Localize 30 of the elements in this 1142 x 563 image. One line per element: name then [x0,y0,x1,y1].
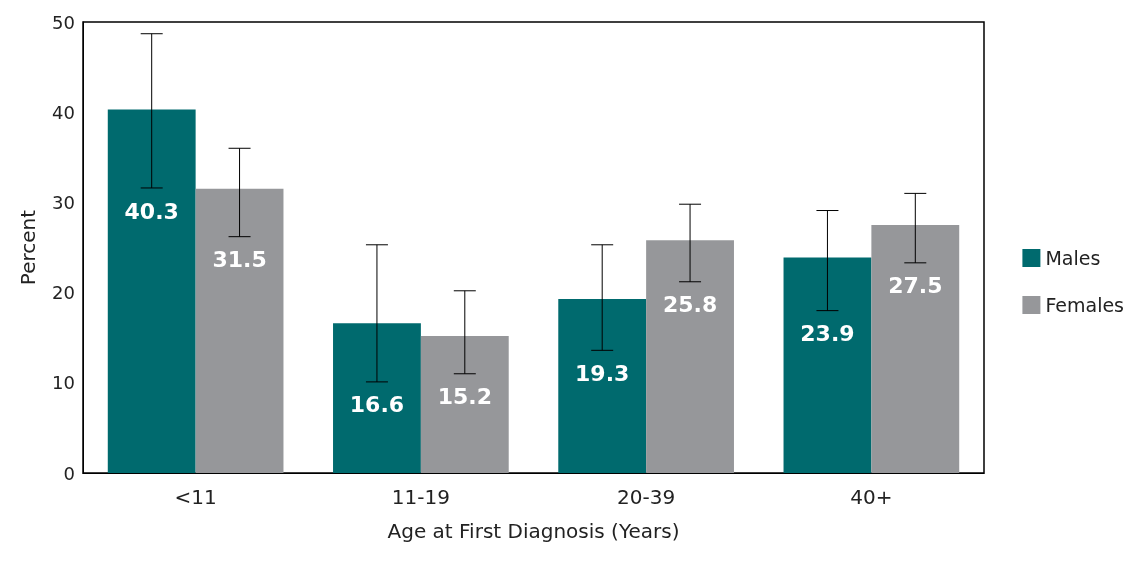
bar [646,240,734,473]
data-label: 19.3 [575,360,630,386]
x-axis-title: Age at First Diagnosis (Years) [387,519,680,543]
y-tick-label: 20 [52,282,75,304]
y-tick-label: 40 [52,101,75,123]
data-label: 23.9 [800,321,855,347]
x-tick-label: <11 [174,485,217,509]
data-label: 31.5 [212,246,267,272]
data-label: 15.2 [437,383,492,409]
bar [107,109,196,473]
legend-label: Males [1045,247,1101,269]
data-label: 25.8 [662,291,718,317]
legend-label: Females [1045,294,1125,316]
data-label: 27.5 [888,272,943,298]
x-tick-label: 11-19 [391,485,450,509]
bar [871,224,960,473]
x-tick-label: 40+ [850,485,893,509]
y-tick-label: 0 [63,462,75,484]
bar [420,335,509,473]
y-tick-label: 10 [52,372,75,394]
x-tick-label: 20-39 [617,485,676,509]
y-axis-title: Percent [16,209,40,286]
bar [333,323,421,473]
bar [783,257,872,473]
bar [558,298,647,473]
data-label: 40.3 [124,199,179,225]
bar [195,188,284,473]
y-tick-label: 30 [52,191,75,213]
y-tick-label: 50 [52,11,75,33]
data-label: 16.6 [349,392,405,418]
